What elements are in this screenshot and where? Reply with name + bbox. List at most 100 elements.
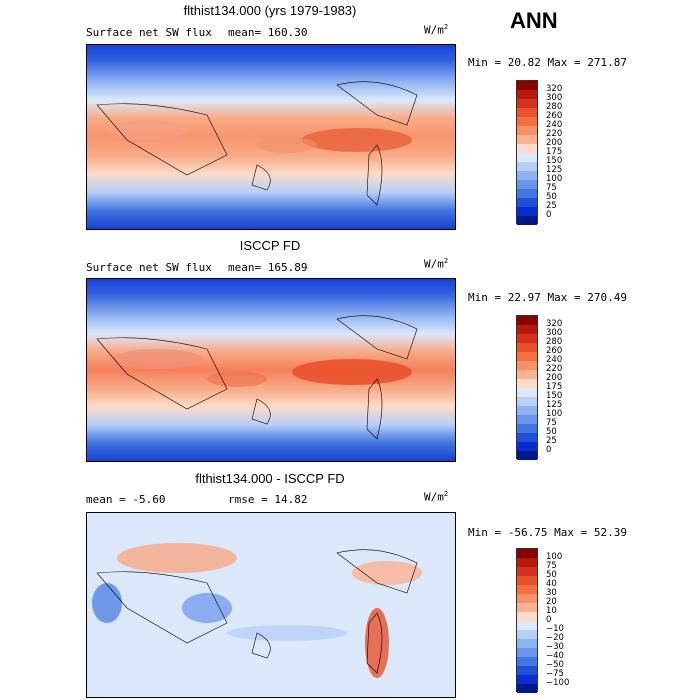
colorbar-swatch	[517, 630, 537, 639]
colorbar-swatch	[517, 603, 537, 612]
colorbar-tick-label: 240	[546, 355, 563, 365]
colorbar-swatch	[517, 144, 537, 153]
colorbar-tick-label: 200	[546, 138, 563, 148]
colorbar-tick-label: −100	[546, 678, 570, 688]
colorbar-tick-label: 220	[546, 364, 563, 374]
colorbar-swatch	[517, 189, 537, 198]
panel-2-units: W/m2	[424, 257, 449, 271]
colorbar-swatch	[517, 180, 537, 189]
colorbar-tick-label: 200	[546, 373, 563, 383]
colorbar-tick-label: 100	[546, 409, 563, 419]
panel-2-colorbar	[516, 315, 538, 460]
colorbar-swatch	[517, 549, 537, 558]
colorbar-swatch	[517, 576, 537, 585]
colorbar-tick-label: 125	[546, 165, 563, 175]
colorbar-swatch	[517, 621, 537, 630]
colorbar-tick-label: 100	[546, 174, 563, 184]
panel-1-minmax: Min = 20.82 Max = 271.87	[468, 56, 627, 69]
colorbar-tick-label: 260	[546, 346, 563, 356]
colorbar-swatch	[517, 99, 537, 108]
panel-3-minmax: Min = -56.75 Max = 52.39	[468, 526, 627, 539]
colorbar-tick-label: 50	[546, 192, 557, 202]
colorbar-swatch	[517, 361, 537, 370]
colorbar-tick-label: 175	[546, 382, 563, 392]
colorbar-tick-label: −75	[546, 669, 564, 679]
colorbar-swatch	[517, 316, 537, 325]
colorbar-swatch	[517, 198, 537, 207]
panel-1-colorbar	[516, 80, 538, 225]
colorbar-tick-label: 125	[546, 400, 563, 410]
colorbar-swatch	[517, 153, 537, 162]
panel-1-mean-label: mean= 160.30	[228, 26, 308, 39]
colorbar-swatch	[517, 216, 537, 225]
colorbar-tick-label: 20	[546, 597, 557, 607]
season-label: ANN	[510, 8, 558, 33]
colorbar-swatch	[517, 379, 537, 388]
colorbar-tick-label: 0	[546, 615, 552, 625]
colorbar-swatch	[517, 171, 537, 180]
colorbar-swatch	[517, 162, 537, 171]
colorbar-swatch	[517, 334, 537, 343]
colorbar-swatch	[517, 433, 537, 442]
colorbar-tick-label: 30	[546, 588, 557, 598]
panel-1-map	[86, 44, 456, 230]
colorbar-tick-label: 10	[546, 606, 557, 616]
colorbar-swatch	[517, 117, 537, 126]
colorbar-swatch	[517, 397, 537, 406]
colorbar-tick-label: 280	[546, 337, 563, 347]
panel-2-minmax: Min = 22.97 Max = 270.49	[468, 291, 627, 304]
colorbar-tick-label: 0	[546, 445, 552, 455]
colorbar-tick-label: 320	[546, 84, 563, 94]
panel-2-variable-label: Surface net SW flux	[86, 261, 212, 274]
colorbar-swatch	[517, 90, 537, 99]
colorbar-tick-label: 300	[546, 328, 563, 338]
colorbar-tick-label: 25	[546, 201, 557, 211]
colorbar-swatch	[517, 451, 537, 460]
panel-3-colorbar	[516, 548, 538, 693]
colorbar-tick-label: 280	[546, 102, 563, 112]
colorbar-tick-label: 50	[546, 570, 557, 580]
colorbar-tick-label: 75	[546, 183, 557, 193]
colorbar-swatch	[517, 325, 537, 334]
colorbar-swatch	[517, 585, 537, 594]
colorbar-swatch	[517, 648, 537, 657]
colorbar-tick-label: 75	[546, 418, 557, 428]
colorbar-swatch	[517, 424, 537, 433]
panel-2-map	[86, 278, 456, 462]
panel-1-title: flthist134.000 (yrs 1979-1983)	[183, 3, 357, 18]
panel-3-title: flthist134.000 - ISCCP FD	[195, 471, 345, 486]
colorbar-swatch	[517, 207, 537, 216]
colorbar-swatch	[517, 126, 537, 135]
colorbar-swatch	[517, 352, 537, 361]
colorbar-swatch	[517, 370, 537, 379]
colorbar-swatch	[517, 343, 537, 352]
colorbar-tick-label: 50	[546, 427, 557, 437]
panel-1-variable-label: Surface net SW flux	[86, 26, 212, 39]
colorbar-tick-label: 25	[546, 436, 557, 446]
colorbar-swatch	[517, 415, 537, 424]
colorbar-tick-label: 220	[546, 129, 563, 139]
colorbar-swatch	[517, 666, 537, 675]
colorbar-tick-label: −50	[546, 660, 564, 670]
colorbar-tick-label: 320	[546, 319, 563, 329]
colorbar-tick-label: 175	[546, 147, 563, 157]
colorbar-tick-label: −40	[546, 651, 564, 661]
panel-2-mean-label: mean= 165.89	[228, 261, 308, 274]
colorbar-swatch	[517, 639, 537, 648]
colorbar-tick-label: 300	[546, 93, 563, 103]
colorbar-swatch	[517, 657, 537, 666]
panel-2-title: ISCCP FD	[239, 238, 301, 253]
colorbar-swatch	[517, 388, 537, 397]
colorbar-swatch	[517, 108, 537, 117]
panel-3-map	[86, 512, 456, 698]
panel-3-units: W/m2	[424, 490, 449, 504]
colorbar-tick-label: 150	[546, 156, 563, 166]
colorbar-tick-label: 240	[546, 120, 563, 130]
colorbar-swatch	[517, 684, 537, 693]
colorbar-tick-label: −20	[546, 633, 564, 643]
panel-3-mean-label: mean = -5.60	[86, 493, 166, 506]
colorbar-tick-label: 40	[546, 579, 557, 589]
colorbar-swatch	[517, 612, 537, 621]
colorbar-swatch	[517, 442, 537, 451]
colorbar-swatch	[517, 594, 537, 603]
